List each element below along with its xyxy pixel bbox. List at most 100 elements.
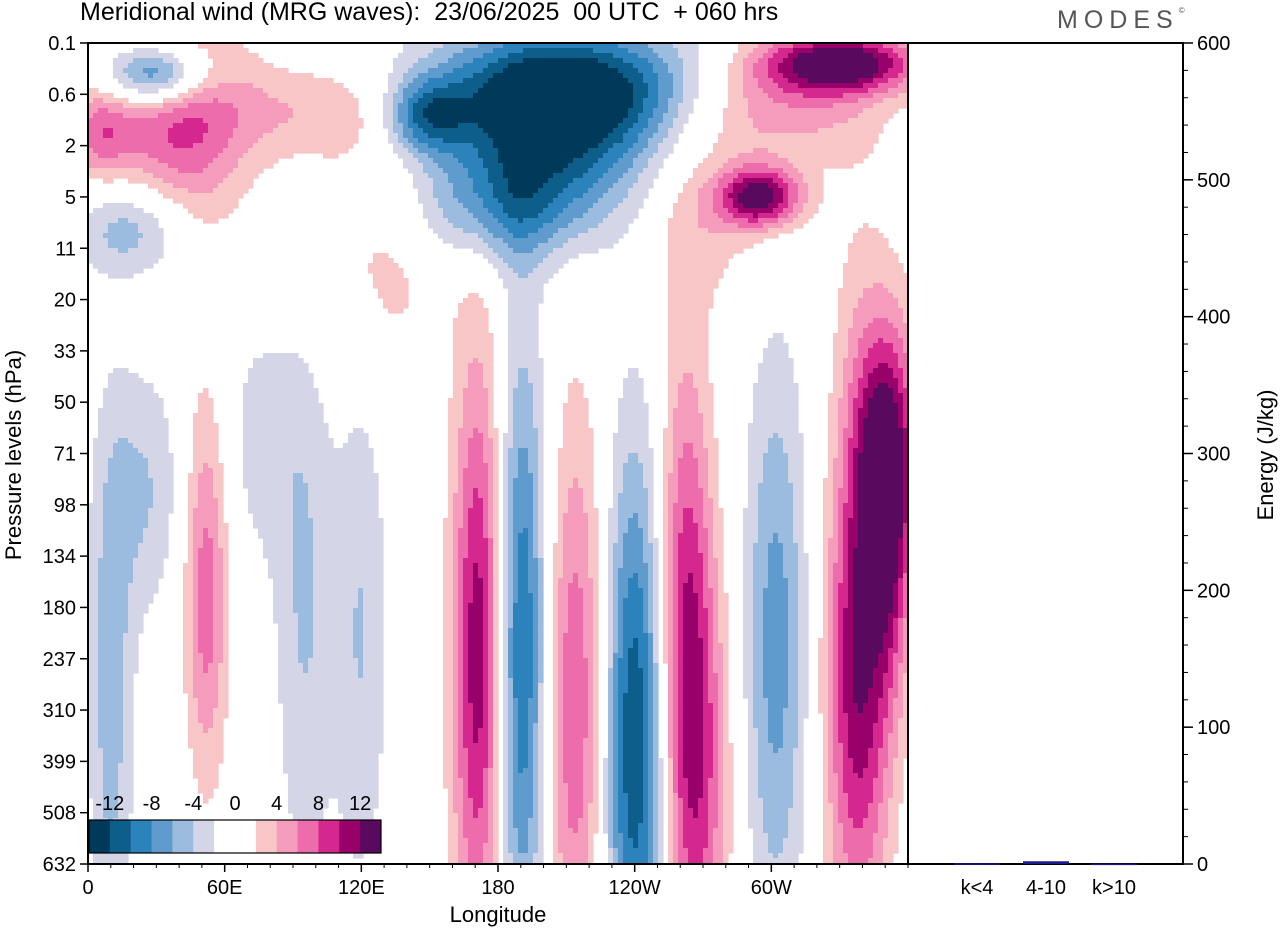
heatmap-cell: [663, 83, 669, 89]
heatmap-cell: [453, 203, 459, 209]
heatmap-cell: [338, 138, 344, 144]
heatmap-cell: [478, 143, 484, 149]
heatmap-cell: [898, 73, 904, 79]
heatmap-cell: [783, 123, 789, 129]
heatmap-cell: [553, 158, 559, 164]
heatmap-cell: [858, 253, 864, 259]
heatmap-cell: [548, 143, 554, 149]
heatmap-cell: [223, 178, 229, 184]
heatmap-cell: [293, 78, 299, 84]
heatmap-cell: [778, 68, 784, 74]
heatmap-cell: [513, 158, 519, 164]
heatmap-cell: [558, 48, 564, 54]
heatmap-cell: [698, 193, 704, 199]
heatmap-cell: [543, 188, 549, 194]
heatmap-cell: [758, 108, 764, 114]
heatmap-cell: [223, 98, 229, 104]
heatmap-cell: [673, 213, 679, 219]
heatmap-cell: [583, 73, 589, 79]
heatmap-cell: [858, 98, 864, 104]
heatmap-cell: [453, 153, 459, 159]
heatmap-cell: [313, 103, 319, 109]
heatmap-cell: [378, 253, 384, 259]
heatmap-cell: [773, 208, 779, 214]
heatmap-cell: [608, 43, 614, 49]
heatmap-cell: [418, 103, 424, 109]
heatmap-cell: [738, 78, 744, 84]
heatmap-cell: [413, 63, 419, 69]
heatmap-cell: [643, 48, 649, 54]
heatmap-cell: [493, 203, 499, 209]
heatmap-cell: [718, 203, 724, 209]
heatmap-cell: [323, 118, 329, 124]
heatmap-cell: [218, 133, 224, 139]
heatmap-cell: [188, 208, 194, 214]
heatmap-cell: [138, 133, 144, 139]
heatmap-cell: [113, 98, 119, 104]
heatmap-cell: [593, 178, 599, 184]
heatmap-cell: [98, 218, 104, 224]
heatmap-cell: [118, 233, 124, 239]
heatmap-cell: [773, 63, 779, 69]
heatmap-cell: [733, 248, 739, 254]
heatmap-cell: [763, 103, 769, 109]
heatmap-cell: [583, 128, 589, 134]
heatmap-cell: [148, 218, 154, 224]
heatmap-cell: [88, 243, 94, 249]
heatmap-cell: [438, 233, 444, 239]
heatmap-cell: [628, 103, 634, 109]
heatmap-cell: [853, 78, 859, 84]
heatmap-cell: [838, 163, 844, 169]
heatmap-cell: [513, 118, 519, 124]
heatmap-cell: [488, 213, 494, 219]
heatmap-cell: [883, 63, 889, 69]
heatmap-cell: [468, 88, 474, 94]
heatmap-cell: [623, 223, 629, 229]
heatmap-cell: [448, 193, 454, 199]
heatmap-cell: [883, 98, 889, 104]
heatmap-cell: [153, 243, 159, 249]
heatmap-cell: [228, 58, 234, 64]
heatmap-cell: [553, 203, 559, 209]
heatmap-cell: [103, 228, 109, 234]
heatmap-cell: [848, 243, 854, 249]
heatmap-cell: [203, 128, 209, 134]
heatmap-cell: [243, 173, 249, 179]
heatmap-cell: [573, 173, 579, 179]
heatmap-cell: [423, 63, 429, 69]
heatmap-cell: [578, 103, 584, 109]
heatmap-cell: [468, 233, 474, 239]
heatmap-cell: [518, 53, 524, 59]
heatmap-cell: [548, 248, 554, 254]
heatmap-cell: [453, 58, 459, 64]
heatmap-cell: [468, 213, 474, 219]
heatmap-cell: [558, 143, 564, 149]
heatmap-cell: [763, 118, 769, 124]
heatmap-cell: [533, 153, 539, 159]
heatmap-cell: [248, 183, 254, 189]
heatmap-cell: [93, 238, 99, 244]
heatmap-cell: [418, 158, 424, 164]
heatmap-cell: [863, 138, 869, 144]
heatmap-cell: [98, 133, 104, 139]
heatmap-cell: [148, 123, 154, 129]
heatmap-cell: [748, 48, 754, 54]
heatmap-cell: [643, 53, 649, 59]
heatmap-cell: [598, 188, 604, 194]
heatmap-cell: [668, 78, 674, 84]
heatmap-cell: [108, 223, 114, 229]
heatmap-cell: [213, 103, 219, 109]
heatmap-cell: [163, 78, 169, 84]
heatmap-cell: [133, 153, 139, 159]
heatmap-cell: [528, 63, 534, 69]
heatmap-cell: [523, 248, 529, 254]
heatmap-cell: [743, 148, 749, 154]
heatmap-cell: [133, 83, 139, 89]
heatmap-cell: [158, 143, 164, 149]
heatmap-cell: [618, 223, 624, 229]
heatmap-cell: [588, 243, 594, 249]
heatmap-cell: [503, 198, 509, 204]
heatmap-cell: [288, 143, 294, 149]
heatmap-cell: [278, 113, 284, 119]
